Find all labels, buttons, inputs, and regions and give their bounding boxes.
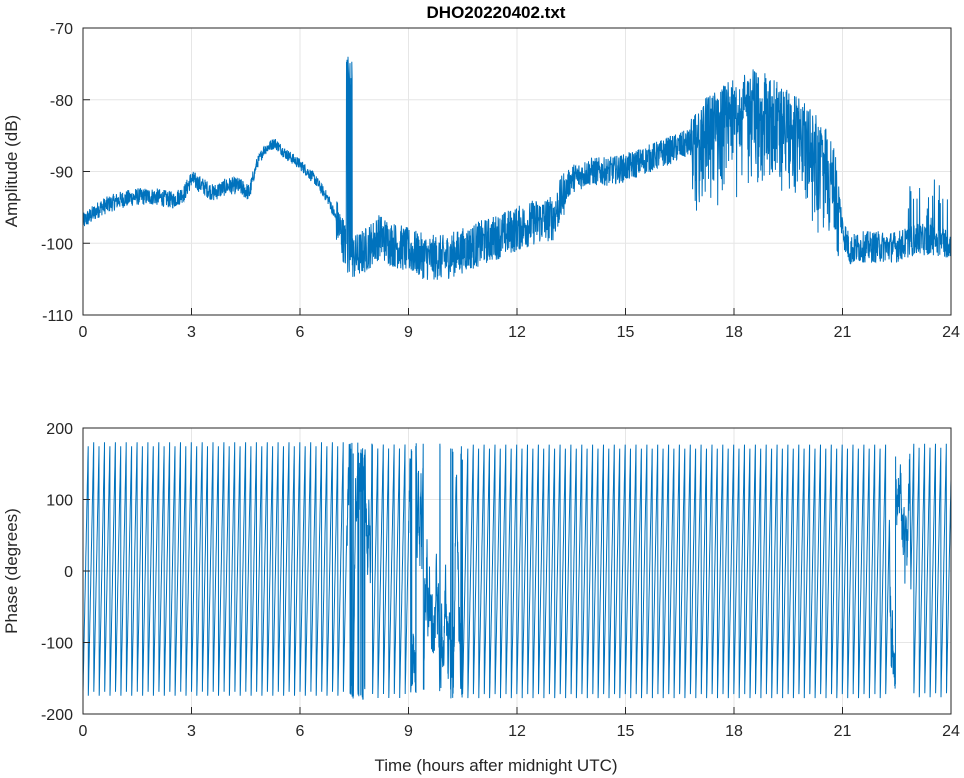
phase-x-ticks: 0 3 6 9 12 15 18 21 24 <box>79 707 960 740</box>
phase-axes: 0 3 6 9 12 15 18 21 24 -200 -100 0 100 200 Time (hou… <box>2 421 960 775</box>
amplitude-x-tick-label: 6 <box>296 324 305 341</box>
phase-x-tick-label: 12 <box>508 723 526 740</box>
phase-x-tick-label: 24 <box>942 723 960 740</box>
phase-x-tick-label: 0 <box>79 723 88 740</box>
amplitude-x-tick-label: 12 <box>508 324 526 341</box>
phase-x-tick-label: 18 <box>725 723 743 740</box>
amplitude-y-tick-label: -90 <box>50 165 73 182</box>
phase-x-tick-label: 6 <box>296 723 305 740</box>
phase-x-tick-label: 21 <box>834 723 852 740</box>
phase-x-tick-label: 15 <box>617 723 635 740</box>
phase-y-tick-label: 200 <box>46 421 73 438</box>
amplitude-x-tick-label: 9 <box>404 324 413 341</box>
phase-series-line <box>82 442 952 700</box>
amplitude-y-tick-label: -70 <box>50 21 73 38</box>
amplitude-series-line <box>82 56 952 280</box>
phase-y-label: Phase (degrees) <box>2 508 21 634</box>
phase-x-tick-label: 9 <box>404 723 413 740</box>
amplitude-y-tick-label: -100 <box>41 236 73 253</box>
amplitude-y-tick-label: -80 <box>50 93 73 110</box>
amplitude-axes: 0 3 6 9 12 15 18 21 24 -110 -100 -90 -80 -70 DHO2022… <box>2 3 960 341</box>
amplitude-x-tick-label: 15 <box>617 324 635 341</box>
amplitude-x-ticks: 0 3 6 9 12 15 18 21 24 <box>79 308 960 341</box>
amplitude-title: DHO20220402.txt <box>427 3 566 22</box>
phase-x-label: Time (hours after midnight UTC) <box>374 756 617 775</box>
amplitude-x-tick-label: 0 <box>79 324 88 341</box>
phase-y-tick-label: 100 <box>46 493 73 510</box>
phase-y-tick-label: 0 <box>64 564 73 581</box>
amplitude-x-tick-label: 21 <box>834 324 852 341</box>
amplitude-y-label: Amplitude (dB) <box>2 115 21 227</box>
phase-y-ticks: -200 -100 0 100 200 <box>41 421 90 724</box>
phase-y-tick-label: -200 <box>41 707 73 724</box>
amplitude-x-tick-label: 24 <box>942 324 960 341</box>
amplitude-y-ticks: -110 -100 -90 -80 -70 <box>41 21 90 325</box>
amplitude-x-tick-label: 18 <box>725 324 743 341</box>
amplitude-x-tick-label: 3 <box>187 324 196 341</box>
amplitude-y-tick-label: -110 <box>42 308 73 325</box>
phase-x-tick-label: 3 <box>187 723 196 740</box>
phase-y-tick-label: -100 <box>41 636 73 653</box>
